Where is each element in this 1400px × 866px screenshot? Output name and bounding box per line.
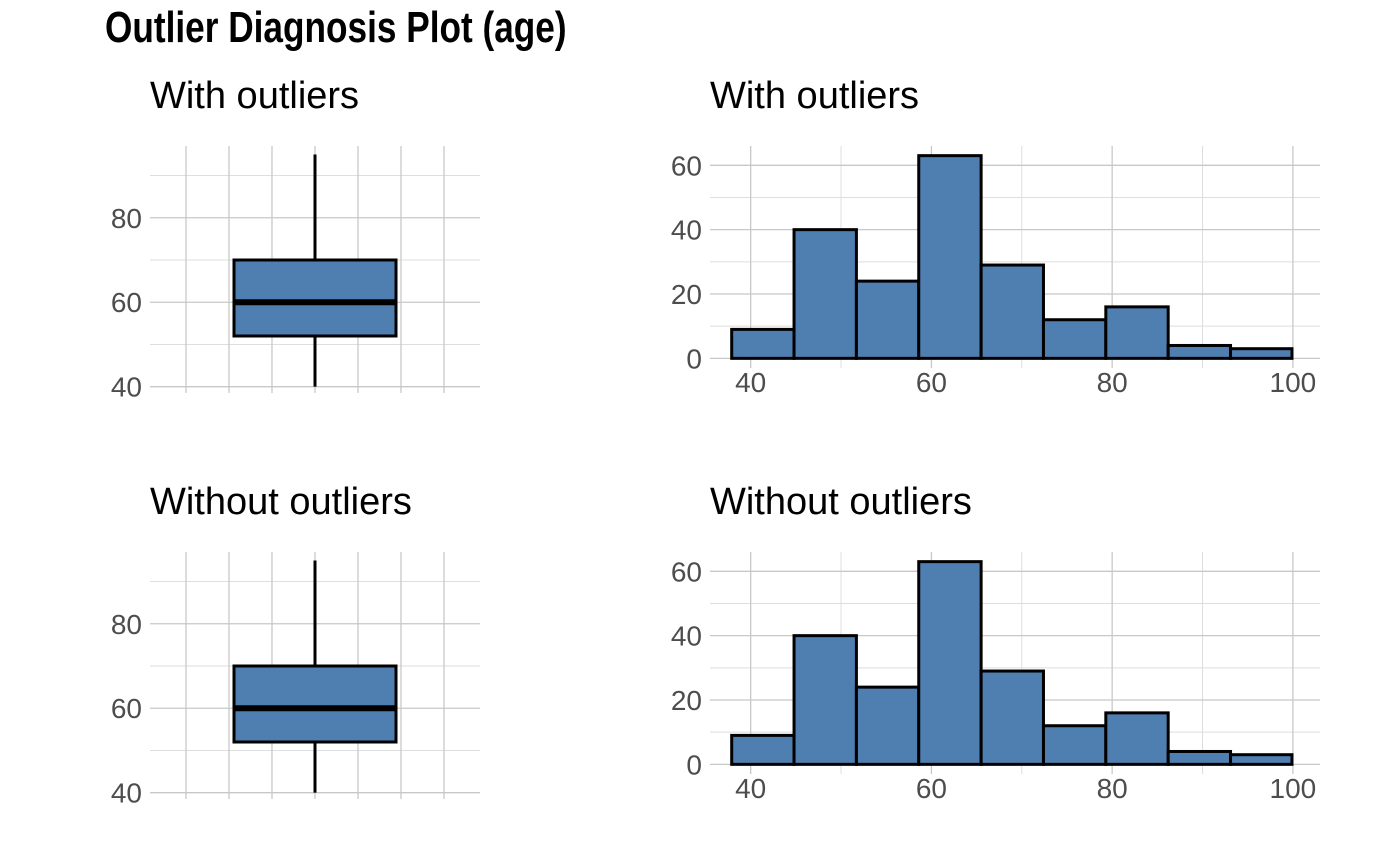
y-tick-label: 0 [686, 343, 702, 374]
histogram-bar [1041, 318, 1108, 360]
histogram-bar [792, 228, 858, 360]
panel-title: Without outliers [710, 481, 972, 523]
y-tick-label: 80 [111, 203, 142, 234]
x-tick-label: 60 [916, 773, 947, 804]
boxplot-with-outliers-panel: With outliers 40 60 80 [111, 75, 480, 403]
x-tick-label: 80 [1097, 367, 1128, 398]
boxplot-without-outliers-panel: Without outliers 40 60 80 [111, 481, 480, 809]
y-tick-label: 20 [671, 279, 702, 310]
y-tick-label: 0 [686, 749, 702, 780]
y-tick-label: 60 [671, 556, 702, 587]
histogram-with-outliers-panel: With outliers 40 60 80 100 0 20 40 60 [671, 75, 1320, 398]
histogram-bar [730, 733, 796, 766]
y-tick-label: 40 [111, 372, 142, 403]
y-tick-label: 60 [671, 150, 702, 181]
x-tick-label: 100 [1270, 773, 1317, 804]
histogram-bar [1166, 343, 1233, 360]
x-tick-label: 40 [735, 773, 766, 804]
histogram-bar [979, 669, 1045, 766]
histogram-bar [979, 263, 1045, 360]
histogram-bar [1229, 347, 1294, 360]
histogram-bar [1104, 711, 1170, 766]
y-tick-label: 60 [111, 287, 142, 318]
histogram-bar [917, 154, 983, 360]
panel-title: With outliers [150, 75, 359, 117]
panel-title: Without outliers [150, 481, 412, 523]
histogram-bar [854, 685, 921, 766]
histogram-bar [917, 560, 983, 766]
x-tick-label: 80 [1097, 773, 1128, 804]
box-iqr [232, 258, 398, 338]
histogram-bar [792, 634, 858, 766]
chart-main-title: Outlier Diagnosis Plot (age) [105, 3, 567, 52]
x-tick-label: 40 [735, 367, 766, 398]
x-tick-label: 100 [1270, 367, 1317, 398]
histogram-bar [1104, 305, 1170, 360]
panel-title: With outliers [710, 75, 919, 117]
y-tick-label: 40 [111, 778, 142, 809]
y-tick-label: 60 [111, 693, 142, 724]
histogram-bar [1229, 753, 1294, 766]
y-tick-label: 20 [671, 685, 702, 716]
y-tick-label: 40 [671, 621, 702, 652]
histogram-without-outliers-panel: Without outliers 40 60 80 100 0 20 40 60 [671, 481, 1320, 804]
histogram-bar [854, 279, 921, 360]
histogram-bar [1166, 749, 1233, 766]
y-tick-label: 40 [671, 215, 702, 246]
histogram-bar [730, 327, 796, 360]
histogram-bar [1041, 724, 1108, 766]
y-tick-label: 80 [111, 609, 142, 640]
box-iqr [232, 664, 398, 744]
x-tick-label: 60 [916, 367, 947, 398]
